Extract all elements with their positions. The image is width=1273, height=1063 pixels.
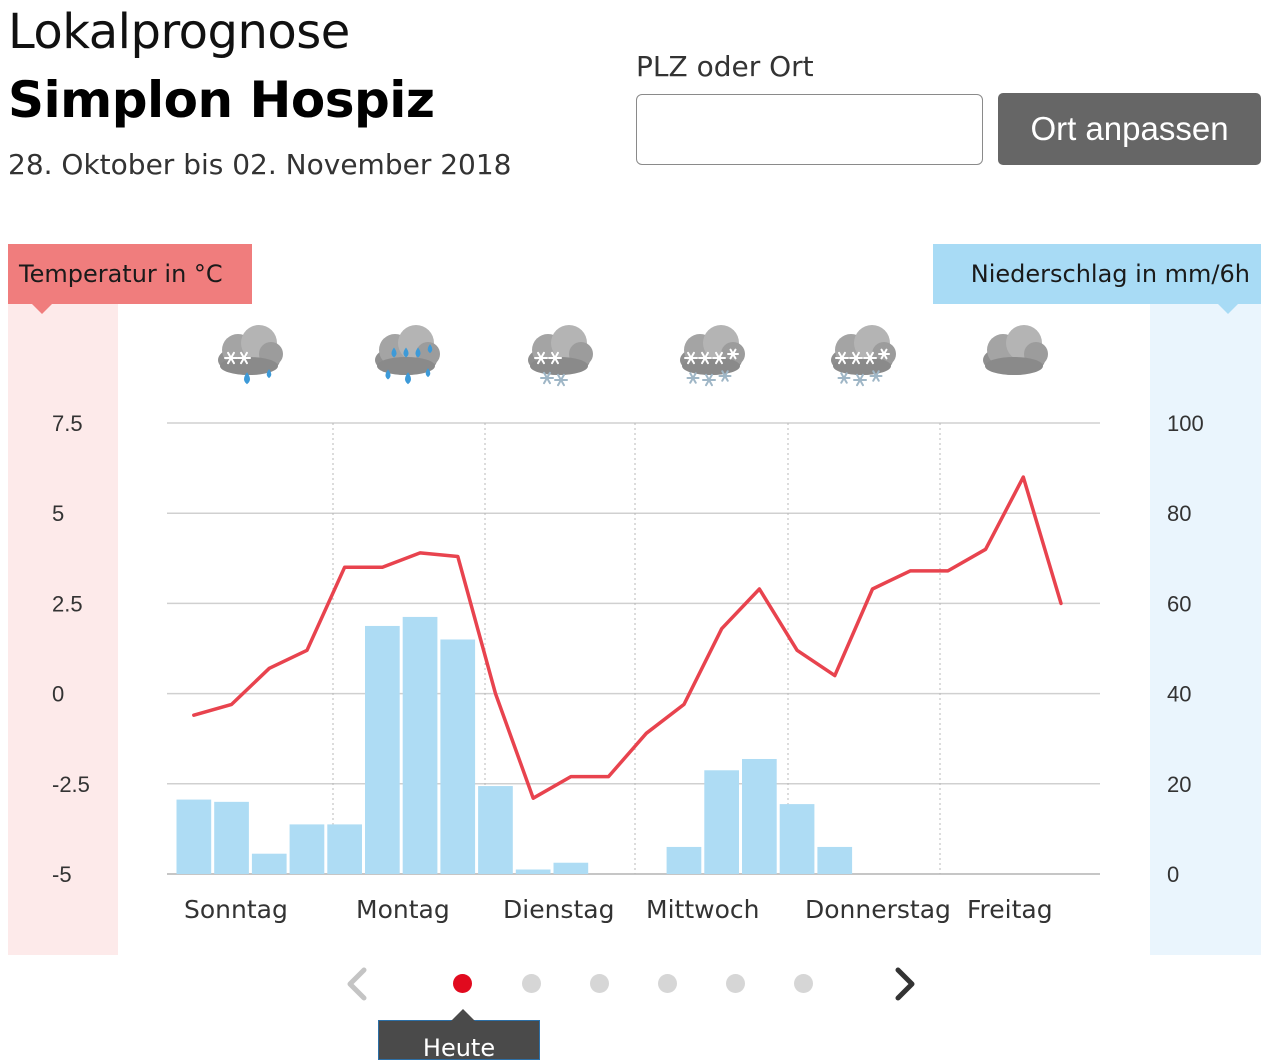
temperature-axis-title: Temperatur in °C (8, 244, 252, 314)
temperature-tick-label: 0 (52, 682, 64, 707)
precipitation-bar (553, 862, 589, 874)
page-kicker: Lokalprognose (8, 4, 350, 60)
location-search-input[interactable] (636, 94, 983, 165)
precipitation-axis-title: Niederschlag in mm/6h (933, 244, 1261, 314)
forecast-chart: 7.5 5 2.5 0 -2.5 -5 100 80 60 40 20 0 Sonntag Montag… (52, 325, 1204, 924)
precipitation-bar (289, 824, 325, 874)
precipitation-bar (742, 758, 777, 874)
precipitation-tick-label: 80 (1167, 501, 1191, 526)
precipitation-bar (704, 770, 739, 874)
precipitation-bar (214, 801, 249, 874)
snow-cloud-icon (831, 325, 896, 387)
snow-light-cloud-icon (528, 325, 593, 387)
precipitation-bar (779, 804, 815, 874)
day-label: Sonntag (184, 895, 288, 924)
precipitation-bar (440, 639, 476, 874)
update-location-button[interactable]: Ort anpassen (998, 93, 1261, 165)
temperature-tick-label: 7.5 (52, 411, 83, 436)
pager-dot[interactable] (522, 974, 541, 993)
precipitation-axis-band (1150, 304, 1261, 955)
precipitation-bar (402, 616, 438, 874)
pager-dot[interactable] (590, 974, 609, 993)
precipitation-bar (515, 869, 551, 874)
day-label: Freitag (967, 895, 1053, 924)
pager-dot[interactable] (794, 974, 813, 993)
temperature-axis-band (8, 304, 118, 955)
precipitation-tick-label: 60 (1167, 591, 1191, 616)
temperature-line (192, 475, 1063, 800)
today-tooltip: Heute (378, 1009, 540, 1062)
snow-cloud-icon (680, 325, 745, 387)
precipitation-tick-label: 100 (1167, 411, 1204, 436)
cloud-icon (983, 325, 1048, 375)
precipitation-bar (478, 786, 513, 874)
precipitation-bar (666, 846, 702, 874)
precipitation-tick-label: 20 (1167, 772, 1191, 797)
pager-dot[interactable] (726, 974, 745, 993)
chevron-right-icon[interactable] (884, 962, 924, 1006)
temperature-tick-label: 5 (52, 501, 64, 526)
pager-dot[interactable] (453, 974, 472, 993)
chevron-left-icon[interactable] (338, 962, 378, 1006)
temperature-tick-label: -5 (52, 862, 72, 887)
rain-snow-cloud-icon (218, 325, 283, 385)
date-range: 28. Oktober bis 02. November 2018 (8, 148, 512, 181)
day-label: Dienstag (503, 895, 614, 924)
precipitation-tick-label: 40 (1167, 682, 1191, 707)
day-label: Mittwoch (646, 895, 759, 924)
temperature-tick-label: 2.5 (52, 591, 83, 616)
rain-cloud-icon (375, 325, 440, 385)
precipitation-bar (327, 824, 362, 874)
precipitation-tick-label: 0 (1167, 862, 1179, 887)
location-title: Simplon Hospiz (8, 71, 435, 129)
day-label: Montag (356, 895, 450, 924)
pager-dot[interactable] (658, 974, 677, 993)
precipitation-bar (365, 625, 400, 874)
precipitation-bar (251, 853, 287, 874)
day-label: Donnerstag (805, 895, 951, 924)
day-pager: Heute (0, 960, 1273, 1062)
precipitation-bar (176, 799, 212, 874)
temperature-tick-label: -2.5 (52, 772, 90, 797)
precipitation-bar (817, 846, 853, 874)
search-label: PLZ oder Ort (636, 50, 814, 83)
